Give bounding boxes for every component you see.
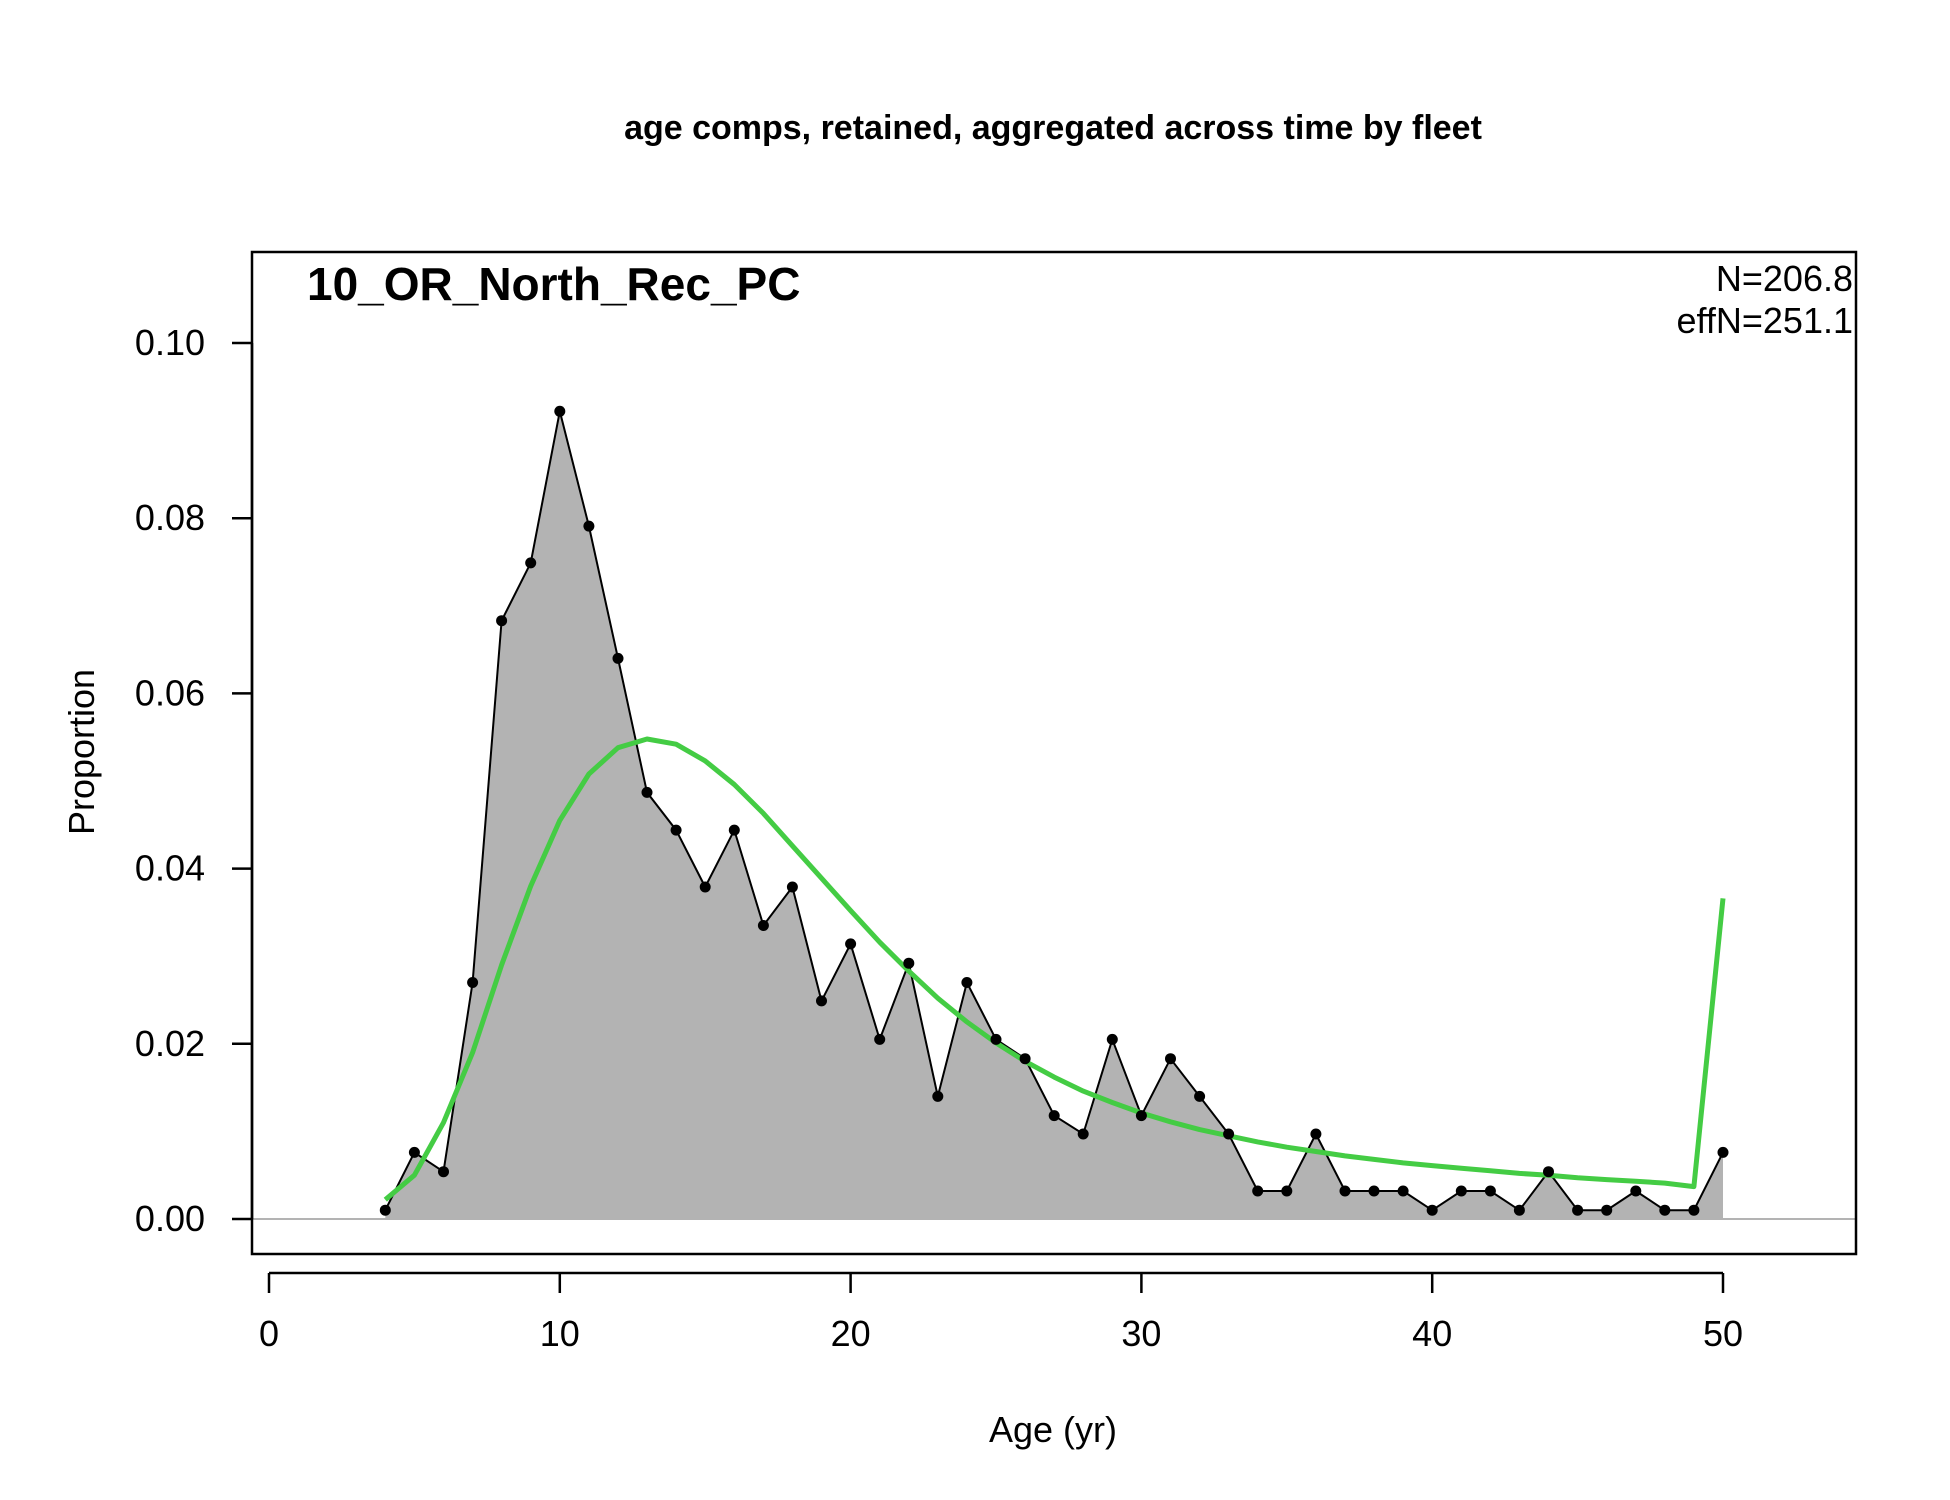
expected-line <box>383 736 1726 1202</box>
observed-point <box>496 615 508 627</box>
observed-point <box>1688 1204 1700 1216</box>
x-tick-label: 0 <box>259 1313 279 1354</box>
observed-point <box>408 1146 420 1158</box>
observed-point <box>554 405 566 417</box>
observed-point <box>1601 1204 1613 1216</box>
observed-point <box>757 920 769 931</box>
observed-point <box>1106 1033 1118 1045</box>
observed-point <box>438 1166 449 1178</box>
observed-point <box>1135 1110 1147 1122</box>
observed-point <box>1281 1185 1293 1197</box>
plot-frame <box>250 250 1858 1256</box>
observed-point <box>1426 1204 1438 1216</box>
observed-point <box>1252 1185 1264 1197</box>
observed-point <box>1455 1185 1467 1197</box>
y-axis-title: Proportion <box>61 669 102 835</box>
observed-point <box>670 824 682 836</box>
x-axis-title: Age (yr) <box>989 1409 1117 1450</box>
plot-area <box>252 405 1856 1220</box>
observed-point <box>612 652 624 664</box>
observed-point <box>1630 1185 1642 1197</box>
observed-point <box>1339 1185 1351 1197</box>
observed-point <box>1717 1146 1729 1158</box>
y-tick-label: 0.08 <box>135 497 205 538</box>
observed-point <box>990 1033 1002 1045</box>
observed-point <box>1223 1128 1235 1140</box>
observed-point <box>1484 1185 1496 1197</box>
observed-point <box>583 520 595 532</box>
y-tick-label: 0.06 <box>135 672 205 713</box>
observed-area <box>385 411 1723 1219</box>
observed-point <box>1077 1128 1089 1140</box>
chart-title: age comps, retained, aggregated across t… <box>624 109 1482 147</box>
x-tick-label: 50 <box>1703 1313 1743 1354</box>
observed-point <box>1572 1204 1584 1216</box>
x-tick-label: 10 <box>540 1313 580 1354</box>
observed-point <box>1019 1053 1031 1065</box>
observed-point <box>379 1204 391 1216</box>
observed-point <box>961 977 973 988</box>
observed-point <box>467 977 479 988</box>
observed-point <box>641 786 653 798</box>
x-tick-label: 30 <box>1121 1313 1161 1354</box>
observed-point <box>1397 1185 1409 1197</box>
observed-point <box>699 881 711 893</box>
y-tick-label: 0.04 <box>135 848 205 889</box>
observed-point <box>1165 1053 1176 1065</box>
y-tick-label: 0.02 <box>135 1023 205 1064</box>
panel-label: 10_OR_North_Rec_PC <box>307 258 800 310</box>
observed-point <box>845 938 857 950</box>
x-axis: 0 10 20 30 40 50 <box>259 1271 1743 1354</box>
observed-point <box>525 557 537 569</box>
observed-point <box>1048 1110 1060 1122</box>
observed-point <box>1543 1166 1554 1178</box>
effective-sample-size-label: effN=251.1 <box>1677 300 1853 341</box>
observed-point <box>1659 1204 1671 1216</box>
observed-point <box>903 957 915 969</box>
observed-point <box>1310 1128 1322 1140</box>
observed-point <box>1194 1090 1206 1102</box>
observed-point <box>816 995 827 1007</box>
sample-size-label: N=206.8 <box>1716 258 1853 299</box>
y-tick-label: 0.00 <box>135 1198 205 1239</box>
x-tick-label: 40 <box>1412 1313 1452 1354</box>
observed-point <box>1368 1185 1380 1197</box>
observed-point <box>728 824 740 836</box>
x-tick-label: 20 <box>831 1313 871 1354</box>
y-tick-label: 0.10 <box>135 322 205 363</box>
observed-point <box>1513 1204 1525 1216</box>
observed-point <box>874 1033 886 1045</box>
observed-point <box>786 881 798 893</box>
observed-point <box>932 1090 944 1102</box>
